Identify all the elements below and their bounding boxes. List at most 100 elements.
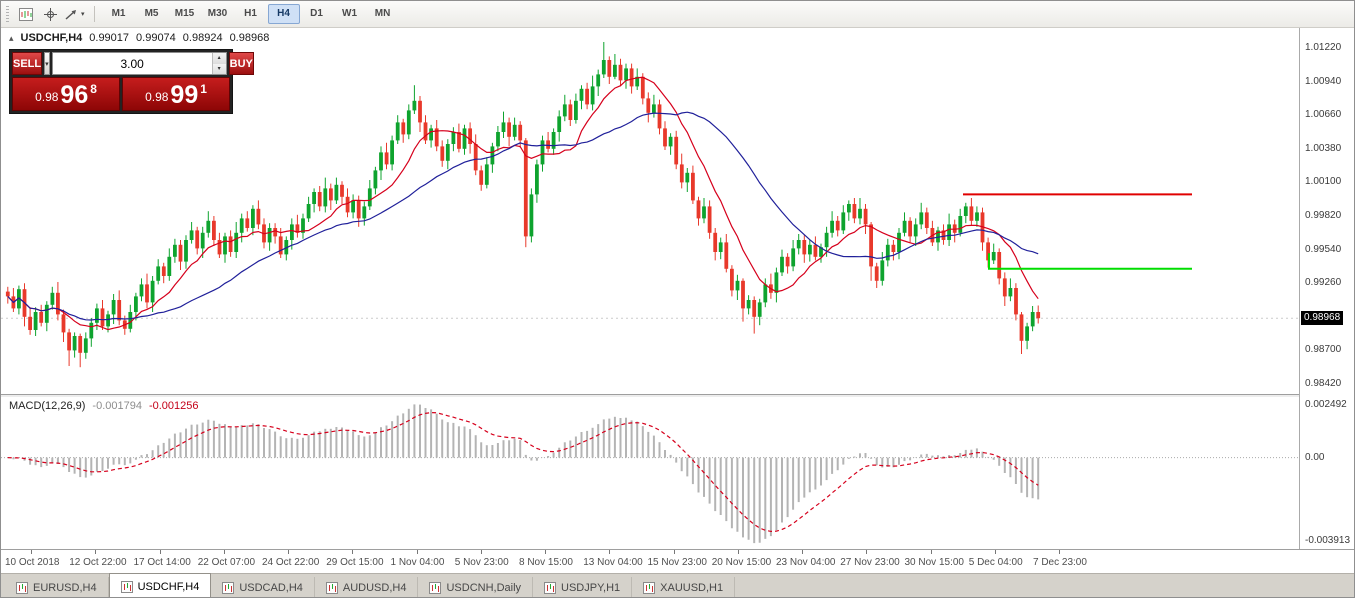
price-tick: 1.00940 <box>1305 75 1342 87</box>
price-axis[interactable]: 1.01220 1.00940 1.00660 1.00380 1.00100 0.998… <box>1299 28 1354 549</box>
time-label: 10 Oct 2018 <box>5 557 60 568</box>
time-label: 22 Oct 07:00 <box>197 557 256 568</box>
toolbar-separator <box>93 6 95 22</box>
timeframe-group: M1 M5 M15 M30 H1 H4 D1 W1 MN <box>103 4 399 24</box>
sell-price-big: 96 <box>60 81 89 109</box>
candlestick-chart[interactable] <box>1 28 1301 394</box>
current-price-badge: 0.98968 <box>1301 311 1344 326</box>
timeframe-button-m1[interactable]: M1 <box>111 8 126 19</box>
macd-tick: -0.003913 <box>1305 534 1351 546</box>
macd-label: MACD(12,26,9) <box>9 400 86 412</box>
macd-chart <box>1 404 1301 544</box>
time-label: 29 Oct 15:00 <box>326 557 384 568</box>
time-tick-mark <box>609 550 611 554</box>
time-tick-mark <box>866 550 868 554</box>
chart-tab-usdjpy-h1[interactable]: USDJPY,H1 <box>533 577 633 597</box>
chart-tab-label: EURUSD,H4 <box>33 582 97 594</box>
time-label: 17 Oct 14:00 <box>133 557 191 568</box>
symbol-name: USDCHF,H4 <box>20 32 83 44</box>
chart-tab-eurusd-h4[interactable]: EURUSD,H4 <box>5 577 109 597</box>
macd-tick: 0.002492 <box>1305 398 1347 410</box>
chart-tab-label: AUDUSD,H4 <box>342 582 407 594</box>
time-label: 20 Nov 15:00 <box>711 557 772 568</box>
price-tick: 1.01220 <box>1305 42 1342 53</box>
time-label: 1 Nov 04:00 <box>390 557 445 568</box>
time-label: 12 Oct 22:00 <box>69 557 127 568</box>
macd-header: MACD(12,26,9) -0.001794 -0.001256 <box>9 400 199 412</box>
chart-tab-usdcnh-daily[interactable]: USDCNH,Daily <box>418 577 534 597</box>
one-click-trading-panel: SELL ▾ ▴ ▾ BUY 0.98 96 8 <box>9 49 254 114</box>
price-tick: 0.98420 <box>1305 378 1342 389</box>
time-axis[interactable]: 10 Oct 2018 12 Oct 22:00 17 Oct 14:00 22 Oc… <box>1 549 1354 573</box>
chart-tab-usdchf-h4[interactable]: USDCHF,H4 <box>108 573 212 597</box>
timeframe-button-w1[interactable]: W1 <box>342 8 358 19</box>
time-label: 8 Nov 15:00 <box>519 557 573 568</box>
trade-settings-dropdown[interactable]: ▾ <box>44 52 50 75</box>
sell-button[interactable]: SELL <box>12 52 43 75</box>
time-label: 5 Dec 04:00 <box>968 557 1023 568</box>
lot-size-stepper: ▴ ▾ <box>211 53 226 74</box>
buy-price-pip: 1 <box>200 82 207 96</box>
time-tick-mark <box>95 550 97 554</box>
chart-tab-icon <box>325 582 338 594</box>
time-tick-mark <box>737 550 739 554</box>
timeframe-button-m5[interactable]: M5 <box>144 8 159 19</box>
time-tick-mark <box>223 550 225 554</box>
timeframe-button-m15[interactable]: M15 <box>174 8 195 19</box>
chart-tab-label: USDCNH,Daily <box>446 582 522 594</box>
lot-decrease-button[interactable]: ▾ <box>212 63 226 74</box>
price-tick: 1.00380 <box>1305 142 1342 154</box>
chart-tab-icon <box>429 582 442 594</box>
time-tick-mark <box>673 550 675 554</box>
chart-tab-icon <box>120 580 133 593</box>
chart-tab-usdcad-h4[interactable]: USDCAD,H4 <box>211 577 315 597</box>
draw-tools-button[interactable]: ▾ <box>63 3 86 25</box>
time-label: 27 Nov 23:00 <box>840 557 900 568</box>
macd-panel[interactable]: MACD(12,26,9) -0.001794 -0.001256 <box>1 397 1301 549</box>
timeframe-button-m30[interactable]: M30 <box>207 8 228 19</box>
buy-button[interactable]: BUY <box>228 52 254 75</box>
time-label: 24 Oct 22:00 <box>262 557 320 568</box>
macd-tick: 0.00 <box>1305 451 1325 463</box>
timeframe-button-h1[interactable]: H1 <box>244 8 257 19</box>
lot-size-input[interactable] <box>52 53 212 74</box>
sell-price-button[interactable]: 0.98 96 8 <box>12 77 120 111</box>
timeframe-button-mn[interactable]: MN <box>374 8 391 19</box>
buy-price-button[interactable]: 0.98 99 1 <box>122 77 230 111</box>
buy-price-prefix: 0.98 <box>145 90 169 104</box>
chart-tab-xauusd-h1[interactable]: XAUUSD,H1 <box>632 577 736 597</box>
lot-increase-button[interactable]: ▴ <box>212 53 226 64</box>
time-tick-mark <box>802 550 803 554</box>
crosshair-icon[interactable] <box>39 3 61 25</box>
price-tick: 0.99820 <box>1305 210 1342 221</box>
price-tick: 0.99540 <box>1305 243 1342 255</box>
time-tick-mark <box>930 550 932 554</box>
chart-tab-label: USDCHF,H4 <box>137 580 200 593</box>
timeframe-button-h4[interactable]: H4 <box>267 4 300 24</box>
time-label: 7 Dec 23:00 <box>1033 557 1087 568</box>
time-tick-mark <box>288 550 289 554</box>
ohlc-high: 0.99074 <box>136 32 176 44</box>
chart-tab-audusd-h4[interactable]: AUDUSD,H4 <box>315 577 419 597</box>
ohlc-low: 0.98924 <box>182 32 223 44</box>
toolbar-grip[interactable] <box>6 6 9 22</box>
toolbar: ▾ M1 M5 M15 M30 H1 H4 D1 W1 MN <box>1 1 1354 28</box>
chevron-down-icon: ▾ <box>45 60 49 68</box>
chart-tab-icon <box>544 582 557 594</box>
panel-splitter[interactable] <box>1 394 1301 397</box>
chevron-down-icon: ▾ <box>81 10 85 18</box>
timeframe-button-d1[interactable]: D1 <box>310 8 323 19</box>
chart-tab-icon <box>222 582 235 594</box>
price-tick: 0.99260 <box>1305 277 1342 289</box>
time-tick-mark <box>159 550 161 554</box>
main-chart[interactable]: ▴ USDCHF,H4 0.99017 0.99074 0.98924 0.98… <box>1 28 1301 394</box>
time-tick-mark <box>416 550 418 554</box>
time-label: 5 Nov 23:00 <box>454 557 509 568</box>
sell-price-pip: 8 <box>90 82 97 96</box>
ohlc-close: 0.98968 <box>229 32 270 44</box>
chart-tab-label: USDCAD,H4 <box>239 582 303 594</box>
chart-window-icon <box>15 3 37 25</box>
time-tick-mark <box>352 550 354 554</box>
time-tick-mark <box>545 550 546 554</box>
